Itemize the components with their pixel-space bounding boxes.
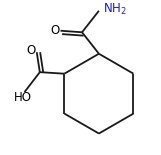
Text: NH$_2$: NH$_2$: [103, 2, 127, 17]
Text: O: O: [26, 44, 36, 57]
Text: O: O: [50, 24, 59, 37]
Text: HO: HO: [14, 91, 32, 104]
